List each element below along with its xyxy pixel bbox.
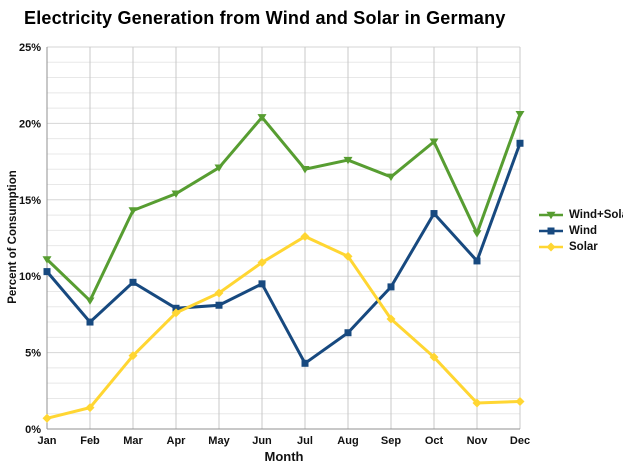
legend-item-solar: Solar [538, 241, 623, 253]
x-tick-label: Apr [167, 435, 187, 447]
x-tick-label: Jun [252, 435, 272, 447]
legend: Wind+Solar Wind Solar [538, 209, 623, 253]
gridlines [47, 46, 521, 429]
y-tick-label: 20% [19, 118, 41, 130]
x-tick-label: Nov [467, 435, 489, 447]
solar-line-icon [539, 242, 563, 252]
y-axis-title: Percent of Consumption [7, 170, 19, 304]
y-tick-label: 10% [19, 271, 41, 283]
wind-solar-line-icon [539, 211, 563, 220]
x-tick-label: Oct [425, 435, 444, 447]
x-axis-title: Month [264, 449, 304, 464]
wind-line-icon [539, 227, 563, 235]
y-tick-label: 25% [19, 42, 41, 54]
chart-title: Electricity Generation from Wind and Sol… [24, 8, 506, 28]
legend-item-wind-solar: Wind+Solar [538, 209, 623, 221]
x-tick-label: Aug [337, 435, 358, 447]
y-tick-label: 5% [25, 348, 41, 360]
series-solar [42, 231, 525, 423]
x-axis-tick-labels: Jan Feb Mar Apr May Jun Jul Aug Sep Oct Nov Dec [38, 435, 531, 447]
legend-label-wind: Wind [569, 225, 597, 237]
x-tick-label: Sep [381, 435, 401, 447]
x-tick-label: Jan [38, 435, 57, 447]
legend-item-wind: Wind [538, 225, 623, 237]
y-tick-label: 15% [19, 195, 41, 207]
y-axis-tick-labels: 0% 5% 10% 15% 20% 25% [19, 42, 41, 436]
x-tick-label: Feb [80, 435, 100, 447]
series-wind [43, 139, 524, 367]
axis-lines [46, 47, 520, 430]
x-tick-label: Jul [297, 435, 313, 447]
x-tick-label: May [208, 435, 230, 447]
x-tick-label: Dec [510, 435, 530, 447]
legend-label-wind-solar: Wind+Solar [569, 209, 623, 221]
legend-label-solar: Solar [569, 241, 598, 253]
series-wind-solar [42, 111, 525, 305]
x-tick-label: Mar [123, 435, 143, 447]
y-tick-label: 0% [25, 424, 41, 436]
